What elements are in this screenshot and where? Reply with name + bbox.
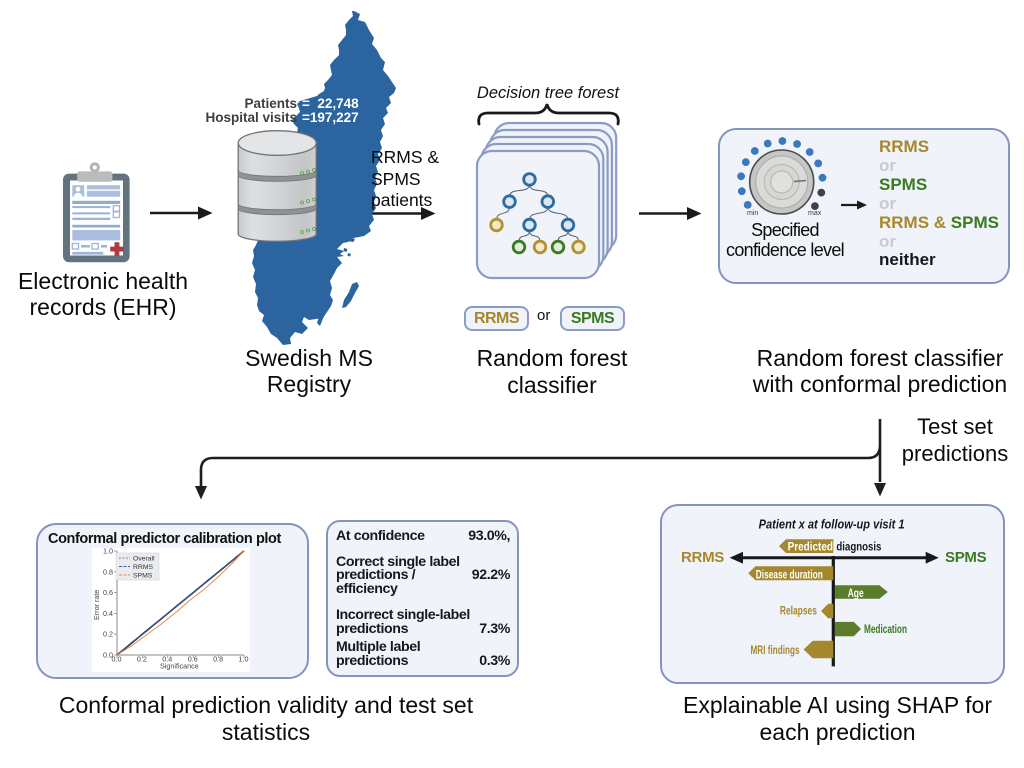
svg-text:0.8: 0.8 <box>103 567 113 576</box>
svg-text:0.2: 0.2 <box>103 630 113 639</box>
svg-text:Overall: Overall <box>133 555 155 562</box>
svg-text:max: max <box>808 210 822 217</box>
svg-text:0.6: 0.6 <box>188 655 198 664</box>
svg-text:0.8: 0.8 <box>213 655 223 664</box>
svg-text:0.4: 0.4 <box>103 609 113 618</box>
svg-text:Medication: Medication <box>864 622 907 636</box>
svg-text:Relapses: Relapses <box>780 604 817 618</box>
svg-text:0.2: 0.2 <box>137 655 147 664</box>
svg-text:0.4: 0.4 <box>162 655 172 664</box>
svg-text:Predicted: Predicted <box>788 540 833 554</box>
svg-text:0.0: 0.0 <box>103 651 113 660</box>
svg-text:RRMS: RRMS <box>133 564 153 571</box>
svg-text:Disease duration: Disease duration <box>756 567 823 581</box>
svg-text:0.0: 0.0 <box>112 655 122 664</box>
svg-text:min: min <box>747 210 758 217</box>
svg-text:diagnosis: diagnosis <box>836 540 881 554</box>
svg-text:MRI findings: MRI findings <box>751 643 800 657</box>
svg-text:1.0: 1.0 <box>239 655 249 664</box>
svg-text:Patient x at follow-up visit 1: Patient x at follow-up visit 1 <box>759 517 905 532</box>
svg-text:0.6: 0.6 <box>103 588 113 597</box>
svg-text:1.0: 1.0 <box>103 548 113 556</box>
svg-text:Significance: Significance <box>160 662 199 671</box>
svg-text:SPMS: SPMS <box>133 572 153 579</box>
svg-text:Error rate: Error rate <box>92 590 101 620</box>
svg-text:Age: Age <box>848 586 864 600</box>
